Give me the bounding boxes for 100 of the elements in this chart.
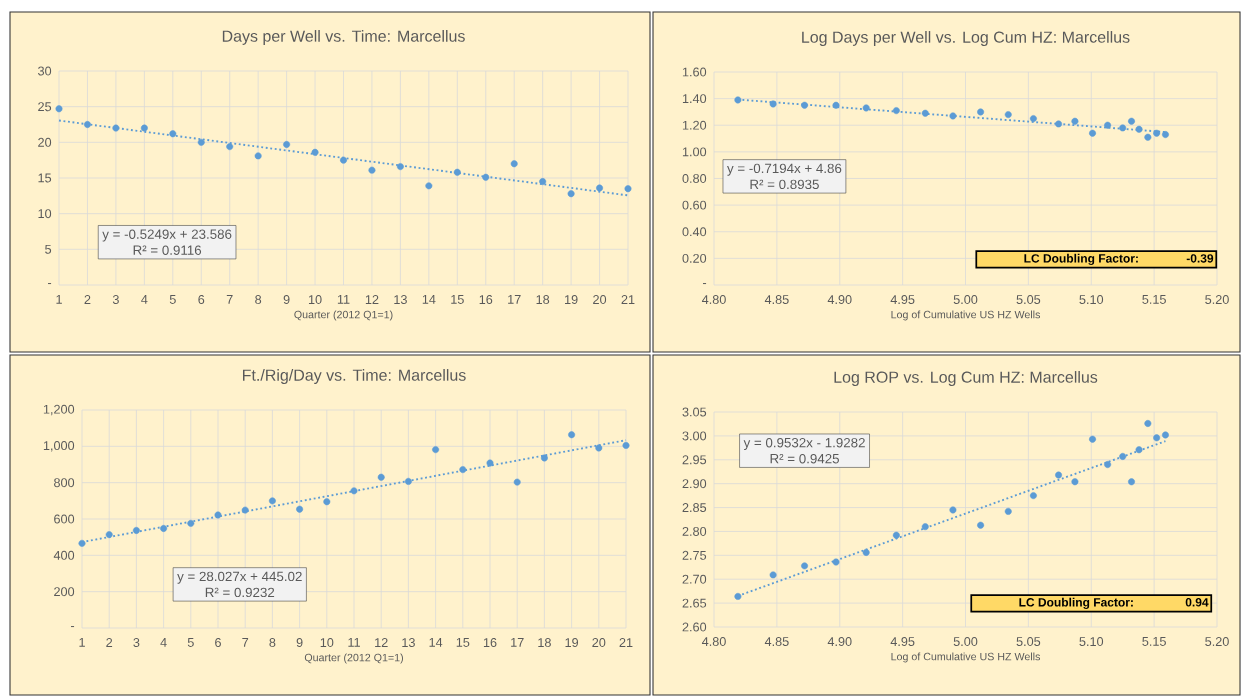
y-tick-label: 2.60 xyxy=(682,622,707,632)
annotation: R² = 0.9425 xyxy=(770,453,839,464)
x-tick-label: 5.00 xyxy=(953,295,978,305)
x-tick-label: 4.90 xyxy=(827,295,852,305)
y-tick-label: 0.40 xyxy=(682,227,707,237)
x-tick-label: 19 xyxy=(565,295,578,305)
annotation: R² = 0.9116 xyxy=(133,245,202,255)
point xyxy=(949,112,957,120)
annotation: 0.94 xyxy=(1185,598,1209,607)
x-tick-label: 11 xyxy=(337,295,350,304)
x-tick-label: 1 xyxy=(56,295,62,304)
point xyxy=(1071,478,1079,486)
x-axis-title: Log of Cumulative US HZ Wells xyxy=(891,652,1041,663)
x-tick-label: 16 xyxy=(479,295,493,305)
point xyxy=(568,431,576,439)
point xyxy=(83,121,91,128)
point xyxy=(197,138,205,146)
y-tick-label: 3.00 xyxy=(682,431,707,441)
x-tick-label: 12 xyxy=(365,295,379,304)
annotation: y = -0.7194x + 4.86 xyxy=(727,163,842,176)
point xyxy=(1029,492,1037,500)
y-tick-label: 2.65 xyxy=(682,598,707,608)
point xyxy=(453,168,461,176)
y-tick-label: 600 xyxy=(54,514,75,524)
y-tick-label: 0.60 xyxy=(682,200,707,210)
y-tick-label: 2.95 xyxy=(682,455,707,465)
x-tick-label: 4.85 xyxy=(764,637,789,647)
point xyxy=(769,571,777,579)
point xyxy=(55,105,63,113)
point xyxy=(377,473,385,481)
x-tick-label: 19 xyxy=(565,638,579,648)
point xyxy=(350,487,358,495)
x-tick-label: 4.85 xyxy=(764,295,789,305)
point xyxy=(567,190,575,198)
y-tick-label: 20 xyxy=(38,137,52,147)
x-tick-label: 4.90 xyxy=(827,637,852,647)
point xyxy=(459,466,467,474)
x-tick-label: 17 xyxy=(508,295,521,304)
point xyxy=(595,444,603,452)
x-tick-label: 8 xyxy=(269,638,276,648)
x-tick-label: 4.95 xyxy=(890,295,915,305)
point xyxy=(241,506,249,514)
y-tick-label: - xyxy=(47,283,52,285)
y-tick-label: 200 xyxy=(54,587,75,597)
x-tick-label: 10 xyxy=(320,638,334,648)
annotation: -0.39 xyxy=(1186,254,1214,263)
y-tick-label: 5 xyxy=(45,244,52,254)
x-tick-label: 13 xyxy=(394,295,407,305)
annotation: LC Doubling Factor: xyxy=(1019,597,1133,609)
x-tick-label: 18 xyxy=(536,295,550,305)
x-tick-label: 7 xyxy=(226,295,233,304)
y-tick-label: - xyxy=(70,626,75,628)
point xyxy=(510,160,518,168)
x-tick-label: 5 xyxy=(169,295,176,304)
point xyxy=(169,130,177,138)
point xyxy=(596,184,604,192)
y-tick-label: 1.60 xyxy=(682,67,707,77)
x-tick-label: 10 xyxy=(308,295,322,305)
point xyxy=(1104,121,1112,129)
annotation: R² = 0.9232 xyxy=(205,587,275,598)
point xyxy=(214,511,222,519)
y-tick-label: 2.70 xyxy=(682,574,707,584)
x-tick-label: 5.15 xyxy=(1142,295,1166,304)
y-tick-label: 0.80 xyxy=(682,174,707,183)
x-tick-label: 21 xyxy=(619,638,633,647)
point xyxy=(226,143,234,151)
y-tick-label: 2.80 xyxy=(682,526,707,536)
y-tick-label: 1.20 xyxy=(682,120,707,130)
point xyxy=(832,558,840,566)
point xyxy=(311,148,319,156)
chart-title: Days per Well vs. Time: Marcellus xyxy=(222,30,465,45)
x-tick-label: 4.80 xyxy=(701,637,726,647)
x-tick-label: 3 xyxy=(133,638,140,648)
point xyxy=(1128,478,1135,486)
y-tick-label: 1.40 xyxy=(682,94,707,104)
x-tick-label: 21 xyxy=(621,295,635,304)
point xyxy=(513,478,521,486)
point xyxy=(268,497,276,505)
point xyxy=(977,521,985,529)
y-tick-label: 1,000 xyxy=(43,441,75,452)
x-tick-label: 16 xyxy=(483,638,497,648)
point xyxy=(769,100,777,108)
point xyxy=(1144,133,1152,141)
x-tick-label: 14 xyxy=(422,295,436,304)
x-tick-label: 4 xyxy=(160,638,167,647)
y-tick-label: 30 xyxy=(38,66,52,76)
y-tick-label: 400 xyxy=(53,550,75,560)
x-axis-title: Log of Cumulative US HZ Wells xyxy=(891,310,1041,321)
x-tick-label: 18 xyxy=(538,638,551,648)
point xyxy=(862,549,870,556)
x-tick-label: 12 xyxy=(375,638,388,647)
point xyxy=(1153,129,1161,137)
point xyxy=(801,562,809,570)
x-tick-label: 6 xyxy=(198,295,205,305)
y-tick-label: 15 xyxy=(38,173,52,183)
point xyxy=(862,104,870,112)
point xyxy=(187,519,195,527)
x-tick-label: 20 xyxy=(593,295,607,305)
annotation: y = 0.9532x - 1.9282 xyxy=(743,437,865,451)
point xyxy=(832,101,840,109)
